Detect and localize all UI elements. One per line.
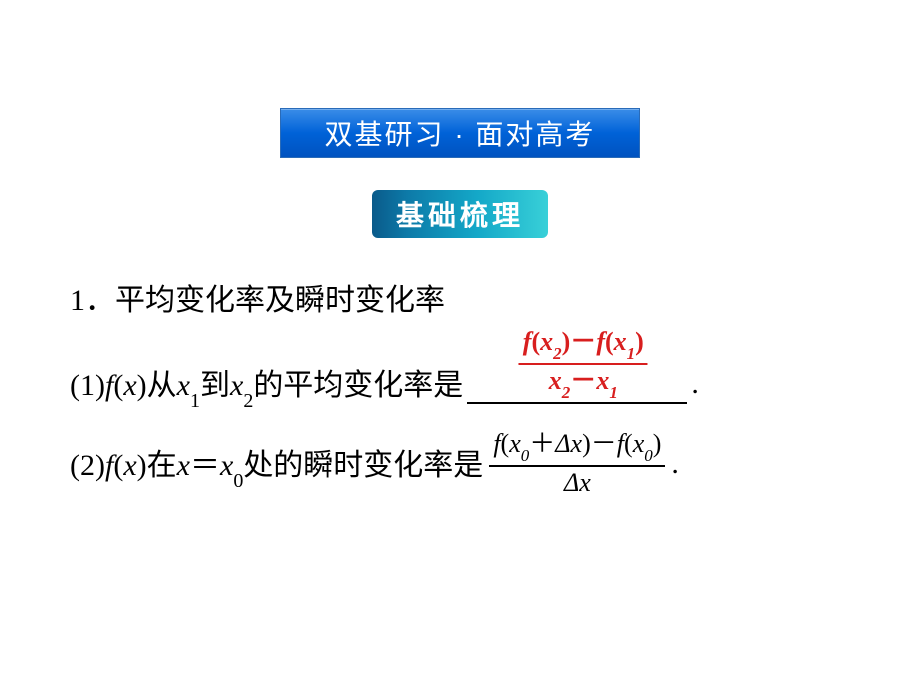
line2-suffix: . (671, 447, 679, 481)
blank-1: f(x2)－f(x1) x2－x1 (467, 364, 687, 404)
content: 1．平均变化率及瞬时变化率 (1)f(x)从x1到x2的平均变化率是 f(x2)… (70, 275, 870, 514)
line2-prefix: (2)f(x)在x＝x0处的瞬时变化率是 (70, 440, 483, 488)
fraction-2-num: f(x0＋Δx)－f(x0) (489, 430, 665, 467)
top-banner: 双基研习 · 面对高考 (280, 108, 640, 158)
fraction-1: f(x2)－f(x1) x2－x1 (519, 328, 648, 400)
line1-prefix: (1)f(x)从x1到x2的平均变化率是 (70, 360, 463, 408)
fraction-1-den: x2－x1 (545, 365, 622, 400)
heading: 1．平均变化率及瞬时变化率 (70, 275, 870, 319)
fraction-1-num: f(x2)－f(x1) (519, 328, 648, 365)
line-1: (1)f(x)从x1到x2的平均变化率是 f(x2)－f(x1) x2－x1 . (70, 354, 870, 414)
line-2: (2)f(x)在x＝x0处的瞬时变化率是 f(x0＋Δx)－f(x0) Δx . (70, 434, 870, 494)
sub-banner: 基础梳理 (372, 190, 548, 238)
top-banner-text: 双基研习 · 面对高考 (325, 113, 596, 153)
fraction-2: f(x0＋Δx)－f(x0) Δx (489, 430, 665, 497)
fraction-2-den: Δx (560, 467, 595, 498)
sub-banner-text: 基础梳理 (396, 194, 524, 234)
line1-suffix: . (691, 367, 699, 401)
